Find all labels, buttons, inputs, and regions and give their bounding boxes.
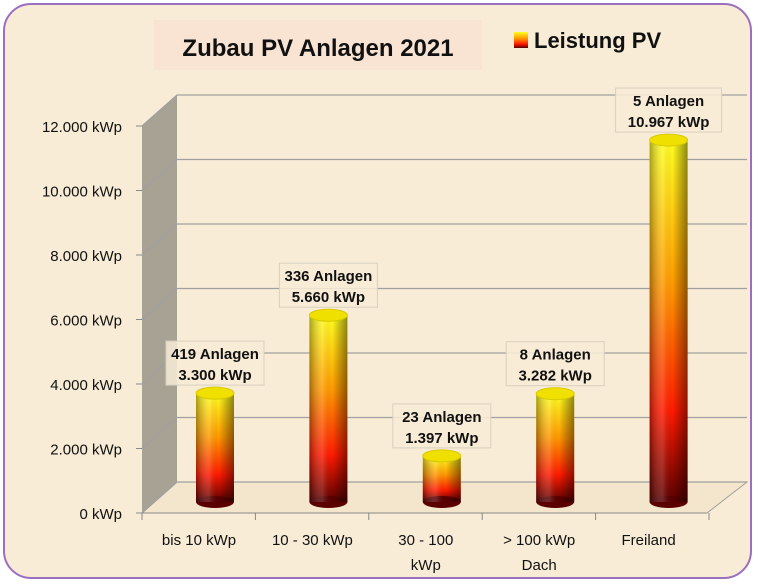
data-label-value: 3.282 kWp [519, 368, 592, 385]
chart-title: Zubau PV Anlagen 2021 [182, 35, 453, 62]
gridline [141, 287, 747, 320]
bar-shading [309, 315, 348, 502]
y-tick-label: 2.000 kWp [50, 442, 122, 459]
data-label-value: 5.660 kWp [292, 289, 365, 306]
bar-top [649, 133, 689, 147]
chart-area: Zubau PV Anlagen 2021 Leistung PV 0 kWp 2… [3, 3, 752, 579]
chart-svg: Zubau PV Anlagen 2021 Leistung PV 0 kWp 2… [42, 20, 749, 574]
legend-swatch [514, 32, 528, 48]
data-label-value: 3.300 kWp [178, 367, 251, 384]
bar-shading [196, 393, 234, 502]
legend-label: Leistung PV [534, 28, 661, 53]
data-label-value: 10.967 kWp [628, 114, 710, 131]
title-box [154, 20, 482, 70]
data-label-count: 5 Anlagen [633, 93, 704, 110]
bar-top [195, 386, 235, 400]
data-label-box [392, 403, 492, 449]
x-tick-label: Dach [522, 557, 557, 574]
x-tick-label: 30 - 100 [398, 532, 453, 549]
bar-top [422, 449, 462, 463]
gridline [141, 94, 747, 127]
data-label-value: 1.397 kWp [405, 430, 478, 447]
data-label-count: 23 Anlagen [402, 409, 481, 426]
bar-shading [536, 393, 575, 502]
data-label-box [615, 87, 723, 133]
data-label-box [505, 341, 605, 387]
data-label-count: 8 Anlagen [520, 347, 591, 364]
y-tick-label: 6.000 kWp [50, 313, 122, 330]
y-tick-label: 4.000 kWp [50, 377, 122, 394]
bar-shading [649, 140, 688, 503]
data-label-box [278, 262, 378, 308]
x-tick-label: kWp [411, 557, 441, 574]
x-tick-label: 10 - 30 kWp [272, 532, 353, 549]
data-label-count: 419 Anlagen [171, 346, 259, 363]
y-tick-label: 0 kWp [79, 506, 122, 523]
y-tick-label: 12.000 kWp [42, 119, 122, 136]
y-tick-label: 10.000 kWp [42, 184, 122, 201]
data-label-count: 336 Anlagen [284, 268, 372, 285]
bar-top [535, 387, 575, 401]
x-tick-label: Freiland [621, 532, 675, 549]
x-tick-label: > 100 kWp [503, 532, 575, 549]
gridline [141, 223, 747, 256]
data-label-box [165, 340, 265, 386]
bar-top [308, 308, 348, 322]
bar-shading [422, 455, 461, 502]
x-tick-label: bis 10 kWp [162, 532, 236, 549]
gridline [141, 158, 747, 191]
y-tick-label: 8.000 kWp [50, 248, 122, 265]
